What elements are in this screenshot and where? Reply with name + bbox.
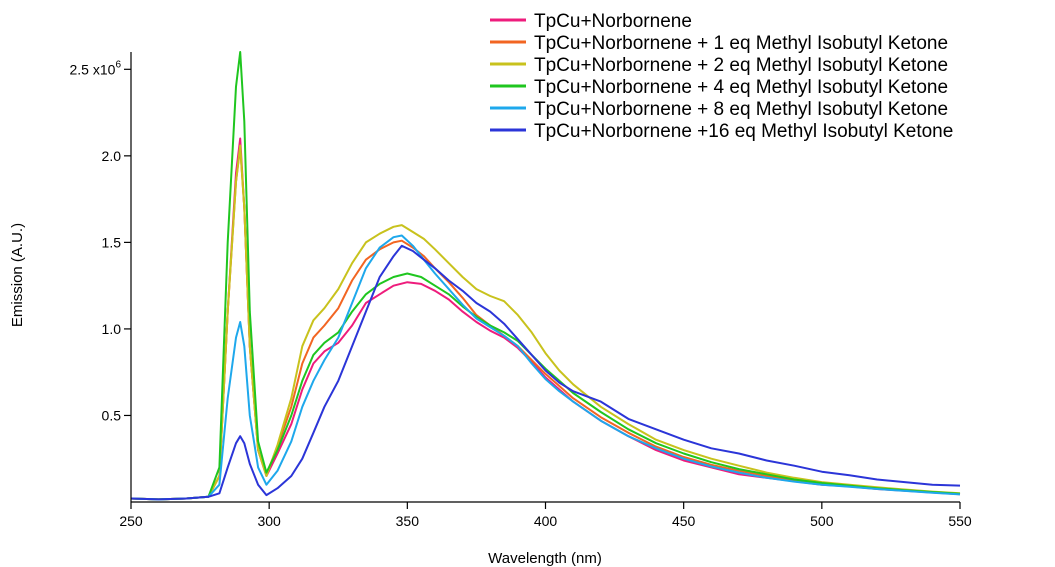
series-line-3 — [130, 51, 961, 501]
legend-label: TpCu+Norbornene + 8 eq Methyl Isobutyl K… — [534, 99, 948, 120]
x-tick-label: 350 — [396, 513, 420, 529]
series-line-4 — [130, 234, 961, 501]
y-tick-label-text: 2.0 — [102, 148, 122, 164]
plot-lines — [130, 51, 961, 501]
legend-label: TpCu+Norbornene + 2 eq Methyl Isobutyl K… — [534, 55, 948, 76]
y-tick-label-text: 1.0 — [102, 321, 122, 337]
x-tick-label: 250 — [119, 513, 143, 529]
y-tick-label: 2.5 x106 — [70, 59, 122, 77]
y-tick-label-text: 0.5 — [102, 407, 122, 423]
x-axis-label: Wavelength (nm) — [488, 550, 602, 567]
legend-label: TpCu+Norbornene + 1 eq Methyl Isobutyl K… — [534, 33, 948, 54]
x-tick-label: 450 — [672, 513, 696, 529]
y-tick-label: 1.0 — [102, 321, 122, 337]
y-tick-label: 0.5 — [102, 407, 122, 423]
y-axis-label: Emission (A.U.) — [9, 223, 26, 327]
x-tick-label: 300 — [257, 513, 281, 529]
legend-label: TpCu+Norbornene — [534, 11, 692, 32]
series-line-5 — [130, 244, 961, 501]
y-tick-label-text: 1.5 — [102, 234, 122, 250]
x-tick-label: 400 — [534, 513, 558, 529]
x-ticks: 250 300 350 400 450 500 550 — [119, 502, 972, 529]
axes: 250 300 350 400 450 500 550 0.5 1.0 1.5 2.0 2.5 x1… — [70, 52, 972, 529]
y-tick-label: 1.5 — [102, 234, 122, 250]
y-tick-label: 2.0 — [102, 148, 122, 164]
y-tick-label-text: 2.5 x10 — [70, 61, 116, 77]
legend-label: TpCu+Norbornene + 4 eq Methyl Isobutyl K… — [534, 77, 948, 98]
x-tick-label: 500 — [810, 513, 834, 529]
y-tick-exponent: 6 — [115, 59, 121, 70]
x-tick-label: 550 — [948, 513, 972, 529]
y-ticks: 0.5 1.0 1.5 2.0 2.5 x106 — [70, 59, 131, 423]
series-line-2 — [130, 144, 961, 501]
legend-label: TpCu+Norbornene +16 eq Methyl Isobutyl K… — [534, 121, 953, 142]
